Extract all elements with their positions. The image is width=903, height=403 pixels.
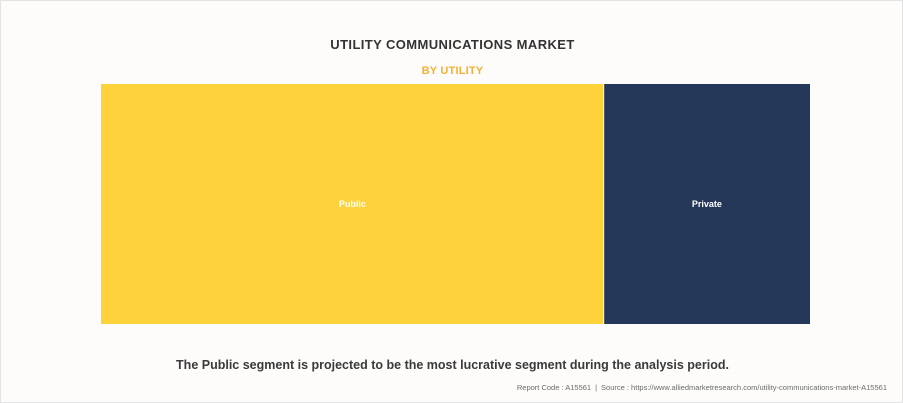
chart-title: UTILITY COMMUNICATIONS MARKET [330,37,575,52]
chart-footnote: The Public segment is projected to be th… [176,358,729,372]
source-separator: | [595,383,598,392]
treemap-cell-private [603,84,810,324]
treemap-cell-public [101,84,604,324]
treemap-chart: Public Private [101,84,810,324]
chart-subtitle: BY UTILITY [421,65,484,77]
source-url: Source : https://www.alliedmarketresearc… [601,383,887,392]
treemap-label-private: Private [692,199,722,209]
report-code: Report Code : A15561 [516,383,592,392]
treemap-label-public: Public [339,199,366,209]
source-line: Report Code : A15561 | Source : https://ww… [517,383,887,392]
